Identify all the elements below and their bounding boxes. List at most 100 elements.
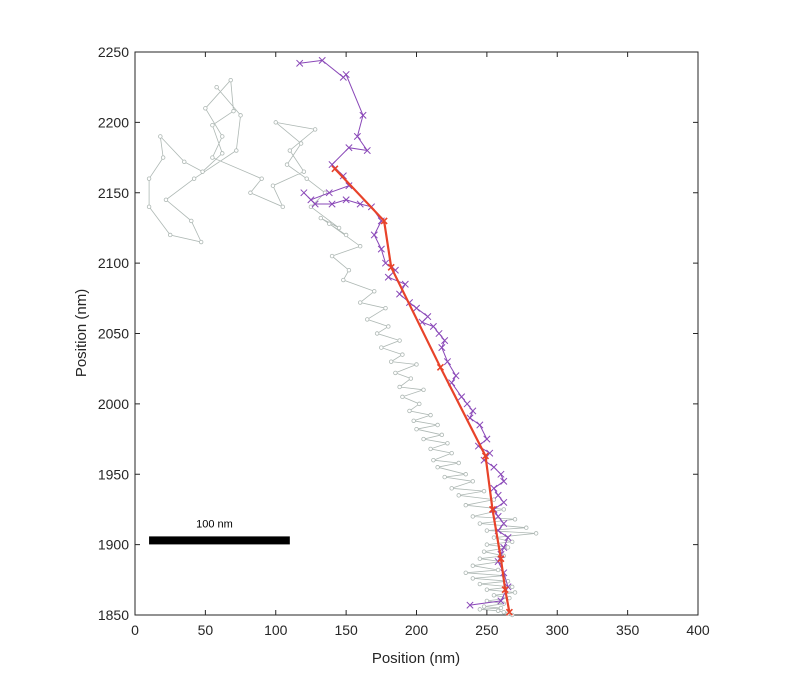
mean-trace-marker	[505, 608, 513, 616]
y-tick-label: 1850	[98, 607, 129, 623]
smoothed-trace-marker	[466, 601, 474, 609]
raw-trace-point	[524, 525, 529, 530]
y-tick-label: 2150	[98, 185, 129, 201]
smoothed-trace-marker	[500, 519, 508, 528]
raw-trace-point	[470, 514, 475, 519]
raw-trace-point	[417, 401, 422, 407]
raw-trace-point	[484, 587, 490, 592]
smoothed-trace-marker	[345, 182, 353, 190]
raw-trace-point	[312, 127, 318, 132]
smoothed-trace-marker	[500, 477, 508, 485]
raw-trace-point	[428, 446, 433, 452]
smoothed-trace-marker	[441, 336, 449, 345]
raw-trace-point	[146, 176, 152, 181]
smoothed-trace-marker	[457, 393, 466, 401]
raw-trace-point	[498, 605, 504, 611]
raw-trace-point	[220, 134, 225, 139]
x-tick-label: 100	[264, 622, 288, 638]
raw-trace-point	[463, 503, 468, 508]
raw-trace-point	[428, 412, 433, 418]
raw-trace-point	[407, 408, 412, 414]
raw-trace-point	[505, 545, 511, 550]
smoothed-trace-marker	[359, 111, 367, 119]
raw-trace-point	[259, 176, 264, 181]
mean-trace-marker	[501, 586, 509, 594]
raw-trace-point	[318, 215, 323, 221]
scale-bar-line	[149, 536, 290, 545]
raw-trace-point	[341, 277, 346, 283]
raw-trace-point	[200, 169, 205, 174]
raw-trace-point	[449, 486, 454, 491]
raw-trace-point	[491, 535, 497, 540]
smoothed-trace-marker	[296, 59, 304, 67]
smoothed-trace-marker	[345, 144, 353, 152]
smoothed-trace-marker	[494, 491, 502, 499]
raw-trace-point	[203, 106, 208, 111]
smoothed-trace-marker	[377, 245, 385, 253]
smoothed-trace-marker	[438, 344, 446, 352]
mean-trace-marker	[488, 505, 497, 514]
raw-trace-point	[411, 418, 416, 423]
raw-trace-point	[501, 507, 506, 512]
smoothed-trace-marker	[500, 543, 508, 551]
raw-trace-point	[414, 427, 419, 432]
raw-trace-point	[358, 244, 363, 249]
raw-trace-point	[270, 183, 276, 188]
smoothed-trace-marker	[342, 70, 350, 79]
raw-trace-point	[336, 225, 342, 231]
smoothed-trace-marker	[300, 189, 308, 197]
raw-trace-point	[481, 549, 487, 554]
smoothed-trace-marker	[483, 435, 491, 443]
smoothed-trace-marker	[463, 400, 471, 408]
raw-trace-point	[477, 521, 483, 526]
smoothed-trace-marker	[490, 463, 498, 471]
smoothed-trace-marker	[328, 200, 336, 208]
axes-box	[134, 51, 699, 616]
raw-trace-point	[160, 155, 166, 160]
smoothed-trace-marker	[452, 372, 460, 380]
smoothed-trace-marker	[435, 329, 443, 338]
raw-trace-point	[158, 134, 163, 139]
mean-trace-marker	[387, 263, 395, 271]
smoothed-trace-marker	[500, 498, 508, 506]
raw-trace-point	[273, 120, 278, 125]
x-tick-label: 50	[198, 622, 214, 638]
smoothed-trace-marker	[490, 484, 498, 492]
raw-trace-point	[463, 570, 468, 575]
raw-trace-point	[439, 432, 445, 438]
y-tick-label: 2250	[98, 44, 129, 60]
raw-trace-point	[477, 581, 483, 587]
raw-trace-point	[231, 108, 236, 114]
raw-trace-point	[214, 84, 219, 90]
raw-trace-point	[284, 162, 290, 167]
raw-trace-point	[470, 563, 475, 568]
raw-trace-point	[198, 239, 204, 245]
raw-trace-point	[280, 204, 285, 210]
raw-trace-point	[477, 556, 483, 561]
x-tick-label: 0	[131, 622, 139, 638]
raw-trace-point	[421, 436, 426, 442]
raw-trace-point	[343, 232, 349, 238]
smoothed-trace-marker	[318, 56, 326, 64]
raw-trace-point	[400, 352, 405, 357]
raw-trace-point	[512, 517, 518, 522]
y-tick-label: 1900	[98, 537, 129, 553]
raw-trace-point	[238, 113, 243, 118]
raw-trace-point	[470, 479, 475, 484]
series-layer	[146, 56, 539, 618]
y-axis-title: Position (nm)	[73, 289, 90, 377]
smoothed-trace-marker	[504, 534, 512, 542]
x-tick-label: 150	[334, 622, 358, 638]
raw-trace-point	[146, 204, 152, 210]
raw-trace-point	[435, 465, 440, 470]
smoothed-trace-marker	[486, 449, 494, 457]
scale-bar-label: 100 nm	[196, 518, 233, 530]
raw-trace-point	[234, 148, 239, 153]
x-axis-title: Position (nm)	[372, 650, 460, 667]
y-axis-ticks: 1850 1900 1950 2000 2050 2100 2150 2200 2250	[98, 44, 698, 623]
raw-trace-point	[449, 450, 454, 456]
raw-trace-point	[298, 141, 304, 146]
raw-trace-point	[470, 576, 475, 581]
raw-trace-point	[365, 317, 370, 322]
